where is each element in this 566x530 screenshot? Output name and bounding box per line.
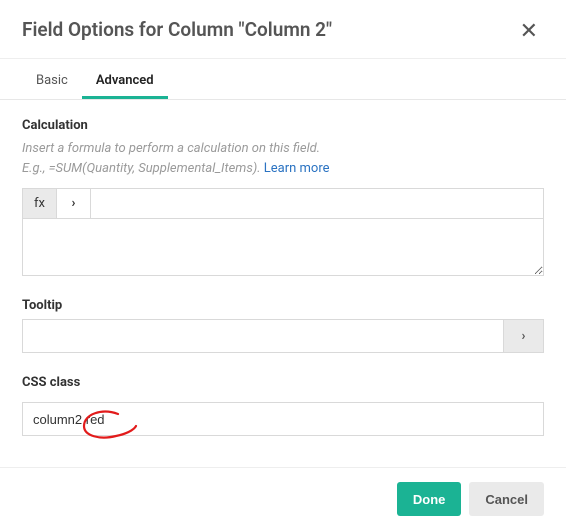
tab-advanced[interactable]: Advanced — [82, 63, 168, 99]
dialog-footer: Done Cancel — [0, 467, 566, 530]
calculation-help-line2: E.g., =SUM(Quantity, Supplemental_Items)… — [22, 161, 264, 176]
cancel-button[interactable]: Cancel — [469, 482, 544, 516]
formula-toolbar: fx › — [22, 188, 544, 218]
tooltip-label: Tooltip — [22, 298, 544, 313]
tooltip-expand-button[interactable]: › — [504, 319, 544, 353]
css-class-input[interactable] — [22, 402, 544, 436]
chevron-right-icon: › — [522, 329, 526, 344]
tooltip-row: › — [22, 319, 544, 353]
formula-expand-button[interactable]: › — [57, 189, 91, 218]
formula-input[interactable] — [22, 218, 544, 276]
tab-basic[interactable]: Basic — [22, 63, 82, 99]
done-button[interactable]: Done — [397, 482, 462, 516]
dialog-title: Field Options for Column "Column 2" — [22, 18, 332, 41]
dialog-header: Field Options for Column "Column 2" ✕ — [0, 0, 566, 59]
calculation-help-line1: Insert a formula to perform a calculatio… — [22, 141, 320, 156]
field-options-dialog: Field Options for Column "Column 2" ✕ Ba… — [0, 0, 566, 530]
css-class-label: CSS class — [22, 375, 544, 390]
dialog-body: Calculation Insert a formula to perform … — [0, 100, 566, 467]
tooltip-input[interactable] — [22, 319, 504, 353]
calculation-help: Insert a formula to perform a calculatio… — [22, 139, 544, 178]
learn-more-link[interactable]: Learn more — [264, 161, 330, 176]
close-button[interactable]: ✕ — [514, 18, 544, 44]
fx-label: fx — [23, 189, 57, 218]
close-icon: ✕ — [520, 18, 538, 43]
formula-toolbar-spacer — [91, 189, 543, 218]
chevron-right-icon: › — [72, 196, 76, 211]
calculation-label: Calculation — [22, 118, 544, 133]
tooltip-section: Tooltip › — [22, 298, 544, 353]
css-class-section: CSS class — [22, 375, 544, 436]
tabs-bar: Basic Advanced — [0, 63, 566, 100]
calculation-section: Calculation Insert a formula to perform … — [22, 118, 544, 276]
